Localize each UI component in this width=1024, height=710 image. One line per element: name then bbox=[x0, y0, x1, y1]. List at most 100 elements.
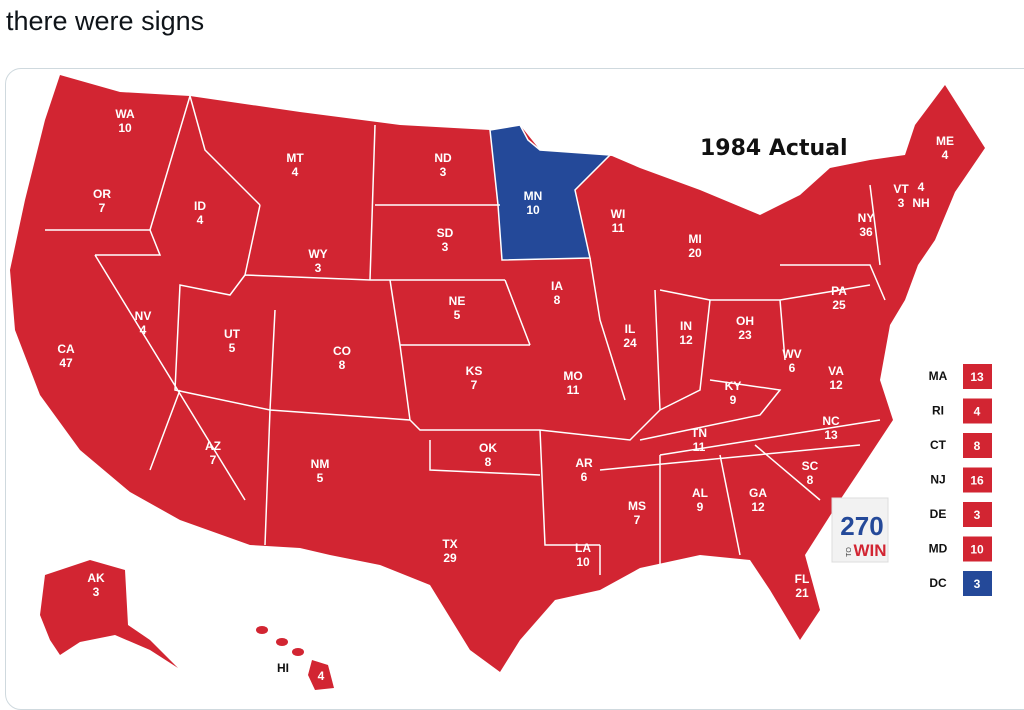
legend-abbr: DC bbox=[929, 576, 947, 590]
state-ev: 8 bbox=[554, 293, 561, 307]
state-abbr: SC bbox=[802, 459, 819, 473]
logo-to: TO bbox=[846, 547, 853, 557]
state-abbr: ME bbox=[936, 134, 954, 148]
state-abbr: MN bbox=[524, 189, 543, 203]
legend-swatch bbox=[963, 364, 992, 389]
state-shape-ak bbox=[40, 560, 178, 668]
legend-ev: 16 bbox=[970, 474, 984, 488]
state-label-sd: SD3 bbox=[437, 226, 454, 254]
state-ev: 23 bbox=[738, 328, 752, 342]
state-abbr: WA bbox=[115, 107, 135, 121]
state-label-wy: WY3 bbox=[308, 247, 327, 275]
state-ev: 3 bbox=[898, 196, 905, 210]
state-abbr: KY bbox=[725, 379, 742, 393]
state-label-me: ME4 bbox=[936, 134, 954, 162]
legend-swatch bbox=[963, 433, 992, 458]
state-ev: 3 bbox=[442, 240, 449, 254]
state-abbr: TX bbox=[442, 537, 457, 551]
state-ev: 4 bbox=[197, 213, 204, 227]
state-abbr: NE bbox=[449, 294, 466, 308]
state-abbr: AZ bbox=[205, 439, 221, 453]
state-ev: 10 bbox=[118, 121, 132, 135]
state-ev: 8 bbox=[807, 473, 814, 487]
tweet-text: there were signs bbox=[6, 6, 205, 36]
state-abbr: IL bbox=[625, 322, 636, 336]
legend-ev: 4 bbox=[974, 405, 981, 419]
state-shape-mn bbox=[489, 124, 612, 261]
state-ev: 6 bbox=[789, 361, 796, 375]
legend-swatch bbox=[963, 502, 992, 527]
state-abbr: FL bbox=[795, 572, 810, 586]
state-ev: 8 bbox=[485, 455, 492, 469]
map-title: 1984 Actual bbox=[700, 136, 848, 161]
state-label-id: ID4 bbox=[194, 199, 206, 227]
state-ev: 20 bbox=[688, 246, 702, 260]
state-label-al: AL9 bbox=[692, 486, 708, 514]
state-ev: 4 bbox=[918, 180, 925, 194]
state-abbr: LA bbox=[575, 541, 591, 555]
logo-number: 270 bbox=[840, 511, 883, 541]
state-abbr: VT bbox=[893, 182, 909, 196]
state-ev: 8 bbox=[339, 358, 346, 372]
legend-swatch bbox=[963, 467, 992, 493]
state-abbr: VA bbox=[828, 364, 844, 378]
contiguous-us-shape bbox=[10, 75, 985, 672]
state-label-nh: 4 NH bbox=[912, 180, 929, 210]
state-abbr: UT bbox=[224, 327, 241, 341]
state-abbr: AK bbox=[87, 571, 105, 585]
state-label-mt: MT4 bbox=[286, 151, 304, 179]
state-abbr: NY bbox=[858, 211, 875, 225]
legend-swatch bbox=[963, 398, 992, 424]
logo-win: WIN bbox=[853, 541, 886, 560]
state-label-sc: SC8 bbox=[802, 459, 819, 487]
state-abbr: MO bbox=[563, 369, 582, 383]
state-label-ia: IA8 bbox=[551, 279, 563, 307]
state-ev: 7 bbox=[99, 201, 106, 215]
state-label-nv: NV4 bbox=[135, 309, 152, 337]
state-ev: 5 bbox=[454, 308, 461, 322]
state-label-or: OR7 bbox=[93, 187, 111, 215]
state-abbr: GA bbox=[749, 486, 767, 500]
state-abbr: MI bbox=[688, 232, 701, 246]
state-label-ms: MS7 bbox=[628, 499, 646, 527]
state-abbr: IA bbox=[551, 279, 563, 293]
state-ev: 24 bbox=[623, 336, 637, 350]
state-abbr: WV bbox=[782, 347, 801, 361]
legend-abbr: RI bbox=[932, 404, 944, 418]
state-abbr: MT bbox=[286, 151, 304, 165]
state-label-nd: ND3 bbox=[434, 151, 452, 179]
legend-ev: 10 bbox=[970, 543, 984, 557]
legend-ev: 3 bbox=[974, 508, 981, 522]
state-ev: 11 bbox=[612, 221, 625, 235]
state-ev: 12 bbox=[751, 500, 765, 514]
legend-abbr: CT bbox=[930, 438, 947, 452]
state-ev: 9 bbox=[697, 500, 704, 514]
state-ev: 3 bbox=[93, 585, 100, 599]
legend-abbr: NJ bbox=[930, 473, 945, 487]
legend-abbr: DE bbox=[930, 507, 947, 521]
state-ev: 25 bbox=[832, 298, 846, 312]
electoral-map: 1984 Actual WA10OR7CA47ID4NV4MT4WY3UT5AZ… bbox=[10, 75, 992, 690]
legend-item-md: MD 10 bbox=[929, 536, 992, 562]
state-label-ut: UT5 bbox=[224, 327, 241, 355]
state-ev: 13 bbox=[824, 428, 838, 442]
state-ev: 5 bbox=[229, 341, 236, 355]
legend-item-ct: CT 8 bbox=[930, 433, 992, 458]
state-ev: 4 bbox=[140, 323, 147, 337]
state-label-ks: KS7 bbox=[466, 364, 483, 392]
legend-item-de: DE 3 bbox=[930, 502, 992, 527]
state-abbr: MS bbox=[628, 499, 646, 513]
state-abbr: CA bbox=[57, 342, 75, 356]
state-abbr: NM bbox=[311, 457, 330, 471]
